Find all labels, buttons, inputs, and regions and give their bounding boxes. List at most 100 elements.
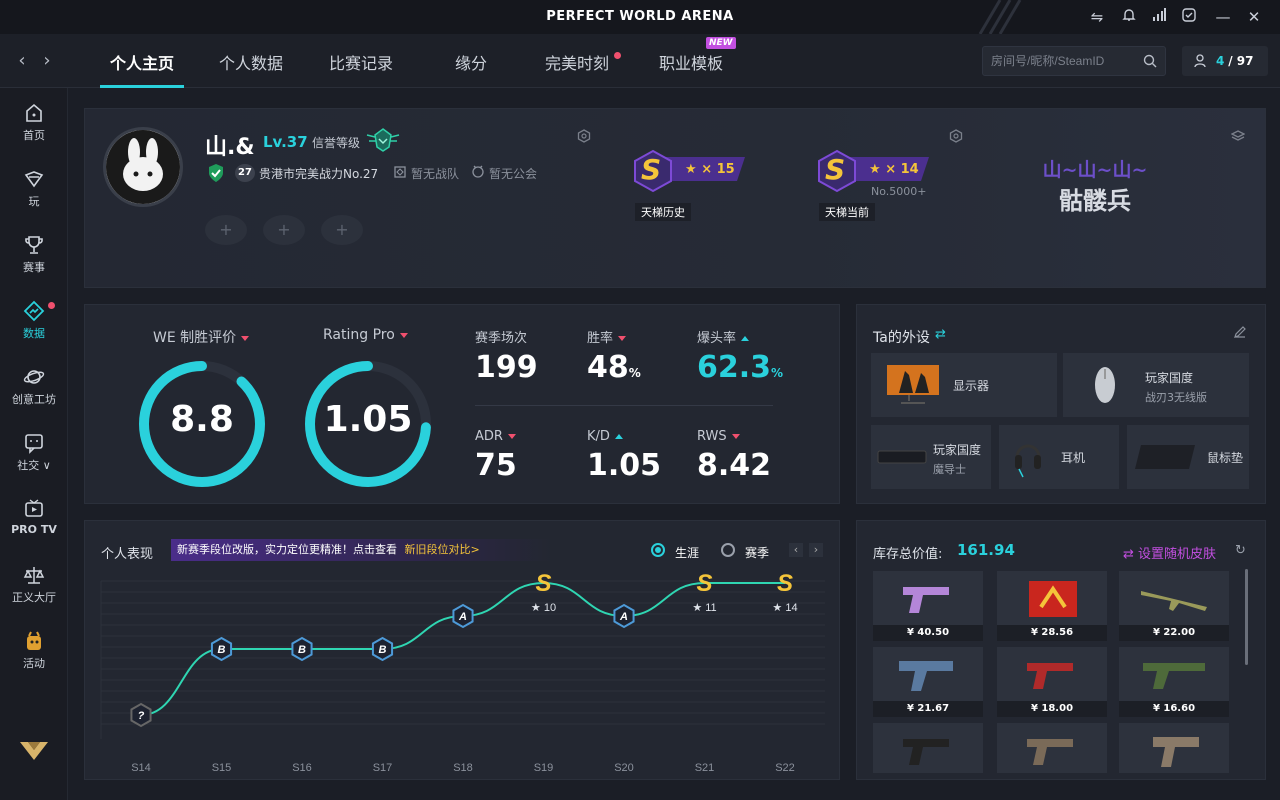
stats-panel: WE 制胜评价 8.8 Rating Pro 1.05 赛季场次 199 胜率 … xyxy=(84,304,840,504)
friends-online: 4 xyxy=(1216,54,1225,68)
search-input[interactable] xyxy=(991,52,1131,70)
item-price: ¥ 22.00 xyxy=(1119,625,1229,641)
stat-rws: RWS 8.42 xyxy=(697,429,771,483)
rating-pro-label[interactable]: Rating Pro xyxy=(323,327,408,343)
banner-link[interactable]: 新旧段位对比> xyxy=(404,543,480,556)
medal-slot-2[interactable]: + xyxy=(263,215,305,245)
tab-personal-data[interactable]: 个人数据 xyxy=(218,54,283,73)
sidebar-label-justice-hall: 正义大厅 xyxy=(12,591,56,604)
inventory-item[interactable]: ¥ 40.50 xyxy=(873,571,983,641)
gear-mousepad[interactable]: 鼠标垫 xyxy=(1127,425,1249,489)
chart-point-hexagon xyxy=(371,636,394,662)
back-arrow-icon[interactable]: ‹ xyxy=(18,50,26,71)
sidebar: 首页 玩 赛事 数据 创意工坊 社交 ∨ PRO TV 正义大厅 活动 xyxy=(0,88,68,800)
sidebar-item-activity[interactable]: 活动 xyxy=(0,630,68,671)
friends-counter[interactable]: 4 / 97 xyxy=(1182,46,1268,76)
gear-mouse[interactable]: 玩家国度 战刃3无线版 xyxy=(1063,353,1249,417)
inventory-item[interactable]: ¥ 28.56 xyxy=(997,571,1107,641)
career-radio[interactable] xyxy=(651,543,665,557)
inventory-item[interactable]: ¥ 22.00 xyxy=(1119,571,1229,641)
gear-headset[interactable]: 耳机 xyxy=(999,425,1119,489)
bell-icon[interactable] xyxy=(1118,7,1140,27)
chart-x-tick-label: S22 xyxy=(775,762,795,774)
ladder-history-label: 天梯历史 xyxy=(635,203,691,221)
sidebar-item-workshop[interactable]: 创意工坊 xyxy=(0,366,68,407)
chat-icon xyxy=(25,434,43,454)
tab-moments[interactable]: 完美时刻 xyxy=(544,54,609,73)
chart-point-rank-label: B xyxy=(379,644,387,656)
gear-keyboard[interactable]: 玩家国度 魔导士 xyxy=(871,425,991,489)
minimize-icon[interactable]: — xyxy=(1215,8,1231,26)
inventory-item[interactable]: ¥ 21.67 xyxy=(873,647,983,717)
top-navigation: ‹ › 个人主页 个人数据 比赛记录 缘分 完美时刻 职业模板 NEW 4 / … xyxy=(0,34,1280,88)
sidebar-item-data[interactable]: 数据 xyxy=(0,300,68,341)
rank-update-banner[interactable]: 新赛季段位改版，实力定位更精准！点击查看 新旧段位对比> xyxy=(171,539,551,561)
inventory-item[interactable] xyxy=(873,723,983,773)
we-rating-label[interactable]: WE 制胜评价 xyxy=(153,327,250,347)
inventory-item[interactable]: ¥ 18.00 xyxy=(997,647,1107,717)
gear-headset-label: 耳机 xyxy=(1061,451,1086,465)
sidebar-item-justice-hall[interactable]: 正义大厅 xyxy=(0,564,68,605)
inventory-item[interactable] xyxy=(1119,723,1229,773)
tab-pro-templates[interactable]: 职业模板 xyxy=(658,54,723,73)
swap-icon[interactable]: ⇋ xyxy=(1090,8,1104,26)
layers-icon[interactable] xyxy=(1231,129,1245,143)
sidebar-item-social[interactable]: 社交 ∨ xyxy=(0,432,68,473)
avatar[interactable] xyxy=(103,127,183,207)
rank-number-badge: 27 xyxy=(235,164,255,182)
hexagon-settings-icon[interactable] xyxy=(577,129,591,143)
close-icon[interactable]: ✕ xyxy=(1247,8,1261,26)
chart-point-hexagon xyxy=(291,636,313,662)
search-icon[interactable] xyxy=(1143,54,1157,68)
ladder-current-badge[interactable]: S ★ × 14 xyxy=(817,149,937,193)
signal-icon[interactable] xyxy=(1148,7,1170,27)
inventory-scrollbar[interactable] xyxy=(1245,569,1248,665)
sidebar-item-events[interactable]: 赛事 xyxy=(0,234,68,275)
stat-headshot: 爆头率 62.3% xyxy=(697,327,783,385)
tab-match-history[interactable]: 比赛记录 xyxy=(328,54,393,73)
ladder-history-badge[interactable]: S ★ × 15 xyxy=(633,149,753,193)
ladder-current-sub: No.5000+ xyxy=(871,185,927,198)
tab-home[interactable]: 个人主页 xyxy=(109,54,174,73)
inventory-item[interactable]: ¥ 16.60 xyxy=(1119,647,1229,717)
season-radio[interactable] xyxy=(721,543,735,557)
inventory-item[interactable] xyxy=(997,723,1107,773)
pistol-tan-icon xyxy=(1027,739,1073,765)
medal-slot-3[interactable]: + xyxy=(321,215,363,245)
chart-x-tick-label: S16 xyxy=(292,762,312,774)
pistol-green-icon xyxy=(1143,663,1205,689)
trophy-icon xyxy=(25,236,43,254)
refresh-icon[interactable]: ↻ xyxy=(1235,543,1246,558)
chart-point-rank-label: ? xyxy=(138,710,145,722)
edit-icon[interactable] xyxy=(1233,325,1247,339)
rating-pro-value: 1.05 xyxy=(323,399,413,440)
shield-status-icon[interactable] xyxy=(1178,7,1200,27)
hexagon-settings-icon-2[interactable] xyxy=(949,129,963,143)
performance-panel: 个人表现 新赛季段位改版，实力定位更精准！点击查看 新旧段位对比> 生涯 赛季 … xyxy=(84,520,840,780)
credit-badge-icon[interactable] xyxy=(365,127,401,153)
medal-slot-1[interactable]: + xyxy=(205,215,247,245)
pistol-red-icon xyxy=(1027,663,1073,689)
we-rating-value: 8.8 xyxy=(170,399,234,440)
forward-arrow-icon[interactable]: › xyxy=(43,50,51,71)
sidebar-item-home[interactable]: 首页 xyxy=(0,102,68,143)
player-title-main: 骷髅兵 xyxy=(1059,187,1131,215)
chart-point-hexagon xyxy=(210,636,233,662)
stat-winrate: 胜率 48% xyxy=(587,327,641,385)
vip-logo-icon[interactable] xyxy=(18,738,50,762)
gear-keyboard-label: 玩家国度 xyxy=(933,443,982,457)
gear-monitor[interactable]: 显示器 xyxy=(871,353,1057,417)
shuffle-gear-icon[interactable]: ⇄ xyxy=(935,327,946,342)
stat-matches-label: 赛季场次 xyxy=(475,331,528,346)
chart-x-tick-label: S14 xyxy=(131,762,151,774)
chart-prev-button[interactable]: ‹ xyxy=(789,543,803,557)
chart-next-button[interactable]: › xyxy=(809,543,823,557)
gear-keyboard-sub: 魔导士 xyxy=(933,463,966,476)
gear-mouse-label: 玩家国度 xyxy=(1145,371,1194,385)
sidebar-item-protv[interactable]: PRO TV xyxy=(0,498,68,536)
sidebar-item-play[interactable]: 玩 xyxy=(0,168,68,209)
tab-fate[interactable]: 缘分 xyxy=(454,54,487,73)
ladder-history-rank: S xyxy=(641,153,662,186)
random-skin-button[interactable]: ⇄ 设置随机皮肤 xyxy=(1123,543,1216,562)
chart-x-tick-label: S17 xyxy=(373,762,393,774)
